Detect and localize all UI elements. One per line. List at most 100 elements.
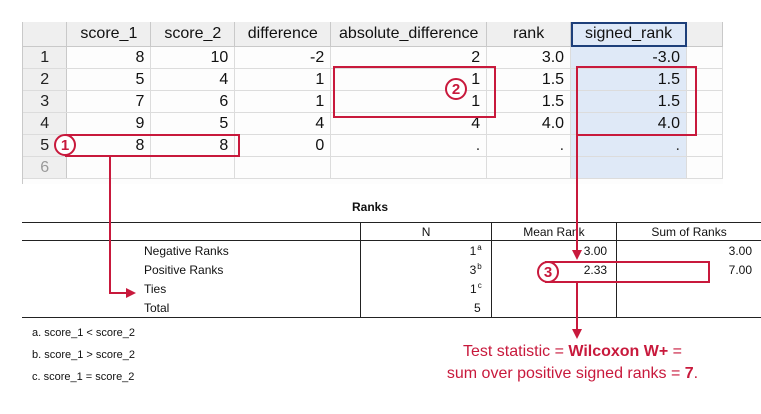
ranks-row-negative: Negative Ranks 1a 3.00 3.00	[22, 240, 761, 260]
n-number: 1	[470, 282, 477, 296]
cell-signed_rank[interactable]: -3.0	[570, 46, 687, 69]
ranks-sum-value	[616, 298, 761, 318]
data-view-grid[interactable]: score_1 score_2 difference absolute_diff…	[22, 22, 723, 184]
column-header-difference[interactable]: difference	[234, 22, 332, 47]
cell-absolute_difference[interactable]: 4	[330, 112, 488, 135]
cell-score_1[interactable]: 7	[66, 90, 152, 113]
footnote-marker: c	[477, 281, 482, 290]
ranks-mean-value: 3.00	[490, 240, 617, 260]
cell-signed_rank[interactable]	[570, 156, 687, 179]
column-header-empty[interactable]	[686, 22, 723, 47]
row-number[interactable]: 1	[23, 46, 68, 69]
cell-rank[interactable]: 1.5	[486, 68, 572, 91]
column-header-rank[interactable]: rank	[486, 22, 572, 47]
ranks-n-value: 1a	[360, 240, 492, 260]
ranks-header-sum-of-ranks: Sum of Ranks	[616, 222, 761, 241]
ranks-row-label: Ties	[144, 281, 167, 296]
corner-cell[interactable]	[23, 22, 68, 47]
highlight-box-sum	[545, 261, 710, 283]
cell-score_1[interactable]: 5	[66, 68, 152, 91]
cell-difference[interactable]: 1	[234, 68, 332, 91]
cell-rank[interactable]: 1.5	[486, 90, 572, 113]
ranks-header-blank	[22, 222, 361, 241]
callout-text: Test statistic =	[462, 343, 569, 360]
footnote-marker: b	[477, 262, 482, 271]
ranks-row-label: Negative Ranks	[144, 243, 229, 258]
n-number: 3	[469, 263, 477, 277]
connector-1	[109, 156, 128, 294]
column-header-score_2[interactable]: score_2	[150, 22, 236, 47]
cell-rank[interactable]: 3.0	[486, 46, 572, 69]
footnote-marker: a	[477, 243, 482, 252]
ranks-row-ties: Ties 1c	[22, 279, 761, 298]
cell-absolute_difference[interactable]: .	[330, 134, 488, 157]
ranks-row-total: Total 5	[22, 298, 761, 318]
cell-difference[interactable]: 1	[234, 90, 332, 113]
badge-2-circle	[445, 78, 467, 100]
ranks-table: N Mean Rank Sum of Ranks Negative Ranks …	[22, 222, 761, 318]
column-header-absolute_difference[interactable]: absolute_difference	[330, 22, 488, 47]
cell-rank[interactable]: .	[486, 134, 572, 157]
footnote-a: a. score_1 < score_2	[32, 327, 136, 339]
row-number[interactable]: 3	[23, 90, 68, 113]
ranks-sum-value: 7.00	[616, 260, 761, 279]
callout-emphasis: 7	[684, 365, 694, 382]
ranks-table-title: Ranks	[351, 200, 389, 214]
n-number: 5	[474, 301, 481, 315]
arrowhead-ties	[126, 288, 136, 298]
cell-score_2[interactable]: 6	[150, 90, 236, 113]
callout-line-2: sum over positive signed ranks = 7.	[400, 365, 745, 383]
cell-empty[interactable]	[686, 46, 723, 69]
arrowhead-sum	[572, 250, 582, 260]
cell-score_2[interactable]	[150, 156, 236, 179]
ranks-header-mean-rank: Mean Rank	[490, 222, 617, 241]
row-number[interactable]: 6	[23, 156, 68, 179]
cell-difference[interactable]: 4	[234, 112, 332, 135]
column-header-score_1[interactable]: score_1	[66, 22, 152, 47]
cell-signed_rank[interactable]: 1.5	[570, 68, 687, 91]
cell-signed_rank[interactable]: .	[570, 134, 687, 157]
cell-score_2[interactable]: 10	[150, 46, 236, 69]
ranks-row-label: Positive Ranks	[144, 262, 224, 277]
cell-signed_rank[interactable]: 4.0	[570, 112, 687, 135]
cell-empty[interactable]	[686, 134, 723, 157]
cell-difference[interactable]	[234, 156, 332, 179]
callout-text: sum over positive signed ranks =	[446, 365, 685, 382]
cell-absolute_difference[interactable]	[330, 156, 488, 179]
ranks-sum-value: 3.00	[616, 240, 761, 260]
table-row: 3 7 6 1 1 1.5 1.5	[23, 90, 723, 113]
ranks-header-n: N	[360, 222, 492, 241]
badge-2-number: 2	[452, 81, 460, 98]
table-row: 5 8 8 0 . . .	[23, 134, 723, 157]
table-row: 4 9 5 4 4 4.0 4.0	[23, 112, 723, 135]
highlight-box-2	[333, 66, 496, 118]
cell-difference[interactable]: -2	[234, 46, 332, 69]
cell-score_2[interactable]: 4	[150, 68, 236, 91]
cell-signed_rank[interactable]: 1.5	[570, 90, 687, 113]
row-number[interactable]: 4	[23, 112, 68, 135]
callout-line-1: Test statistic = Wilcoxon W+ =	[400, 343, 745, 361]
ranks-n-value: 1c	[360, 279, 492, 298]
ranks-row-label: Total	[22, 298, 361, 318]
ranks-header-row: N Mean Rank Sum of Ranks	[22, 222, 761, 241]
row-number[interactable]: 2	[23, 68, 68, 91]
callout-text: .	[693, 365, 699, 382]
cell-score_1[interactable]: 8	[66, 46, 152, 69]
ranks-n-value: 5	[360, 298, 492, 318]
table-row: 1 8 10 -2 2 3.0 -3.0	[23, 46, 723, 69]
cell-rank[interactable]: 4.0	[486, 112, 572, 135]
cell-difference[interactable]: 0	[234, 134, 332, 157]
cell-empty[interactable]	[686, 156, 723, 179]
column-header-signed_rank[interactable]: signed_rank	[570, 22, 687, 47]
badge-1-number: 1	[61, 137, 69, 154]
ranks-n-value: 3b	[360, 260, 492, 279]
ranks-sum-value	[616, 279, 761, 298]
highlight-box-signed-ranks	[576, 66, 697, 136]
n-number: 1	[469, 244, 477, 258]
badge-1-circle	[54, 134, 76, 156]
footnote-c: c. score_1 = score_2	[32, 371, 135, 383]
cell-rank[interactable]	[486, 156, 572, 179]
ranks-mean-value	[490, 298, 617, 318]
ranks-mean-value	[490, 279, 617, 298]
